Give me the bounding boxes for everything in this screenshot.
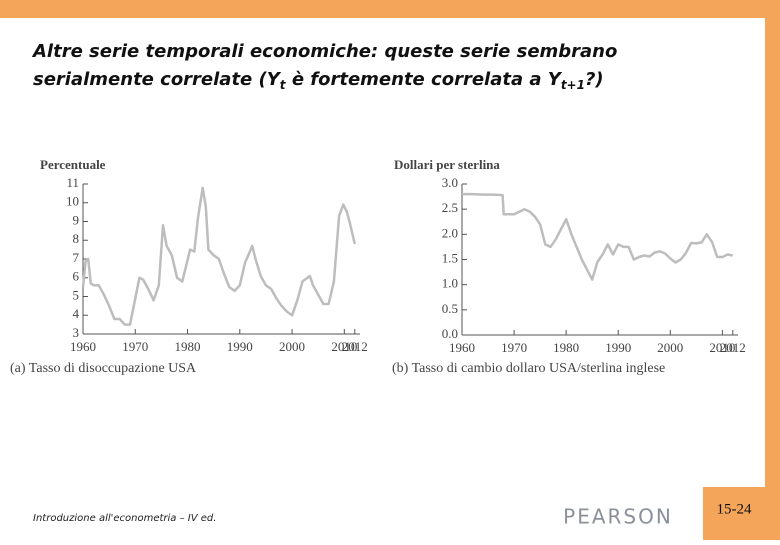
x-tick-label: 1960 xyxy=(449,340,475,355)
y-tick-label: 1.5 xyxy=(442,250,458,265)
x-tick-label: 2010 xyxy=(331,339,357,354)
y-tick-label: 2.0 xyxy=(442,225,458,240)
top-band xyxy=(0,0,780,18)
x-tick-label: 2012 xyxy=(342,339,368,354)
title-part: ?) xyxy=(585,69,604,90)
y-tick-label: 8 xyxy=(73,231,80,246)
y-tick-label: 0.0 xyxy=(442,326,458,341)
caption: (a) Tasso di disoccupazione USA xyxy=(10,361,197,376)
y-tick-label: 10 xyxy=(66,194,79,209)
y-tick-label: 7 xyxy=(73,250,80,265)
series-line xyxy=(81,186,357,326)
publisher: PEARSON xyxy=(563,505,673,529)
title-part: serialmente correlate (Y xyxy=(33,69,282,90)
y-tick-label: 11 xyxy=(66,175,79,190)
x-tick-label: 2012 xyxy=(720,340,746,355)
x-tick-label: 1970 xyxy=(122,339,148,354)
y-tick-label: 3 xyxy=(73,325,80,340)
right-band xyxy=(765,0,780,540)
y-tick-label: 0.5 xyxy=(442,301,458,316)
y-axis-label: Percentuale xyxy=(40,157,106,172)
y-tick-label: 6 xyxy=(73,269,80,284)
page-box xyxy=(703,487,765,540)
footer: Introduzione all'econometria – IV ed. xyxy=(33,513,216,524)
x-tick-label: 1980 xyxy=(175,339,201,354)
y-tick-label: 9 xyxy=(73,212,80,227)
x-tick-label: 2010 xyxy=(709,340,735,355)
y-axis-label: Dollari per sterlina xyxy=(394,157,500,172)
title: serialmente correlate (Yt è fortemente c… xyxy=(33,69,604,92)
x-tick-label: 2000 xyxy=(657,340,683,355)
x-tick-label: 1960 xyxy=(70,339,96,354)
title-part: è fortemente correlata a Y xyxy=(286,69,563,90)
y-tick-label: 4 xyxy=(73,306,80,321)
y-tick-label: 2.5 xyxy=(442,200,458,215)
subscript: t xyxy=(280,78,287,92)
series-line xyxy=(462,192,734,281)
x-tick-label: 1990 xyxy=(605,340,631,355)
y-tick-label: 3.0 xyxy=(442,175,458,190)
y-tick-label: 1.0 xyxy=(442,276,458,291)
x-tick-label: 1980 xyxy=(553,340,579,355)
caption: (b) Tasso di cambio dollaro USA/sterlina… xyxy=(392,361,665,376)
page-number: 15-24 xyxy=(717,501,752,517)
x-tick-label: 1970 xyxy=(501,340,527,355)
title: Altre serie temporali economiche: queste… xyxy=(31,41,617,62)
x-tick-label: 1990 xyxy=(227,339,253,354)
y-tick-label: 5 xyxy=(73,287,80,302)
x-tick-label: 2000 xyxy=(279,339,305,354)
subscript: t+1 xyxy=(561,78,585,92)
